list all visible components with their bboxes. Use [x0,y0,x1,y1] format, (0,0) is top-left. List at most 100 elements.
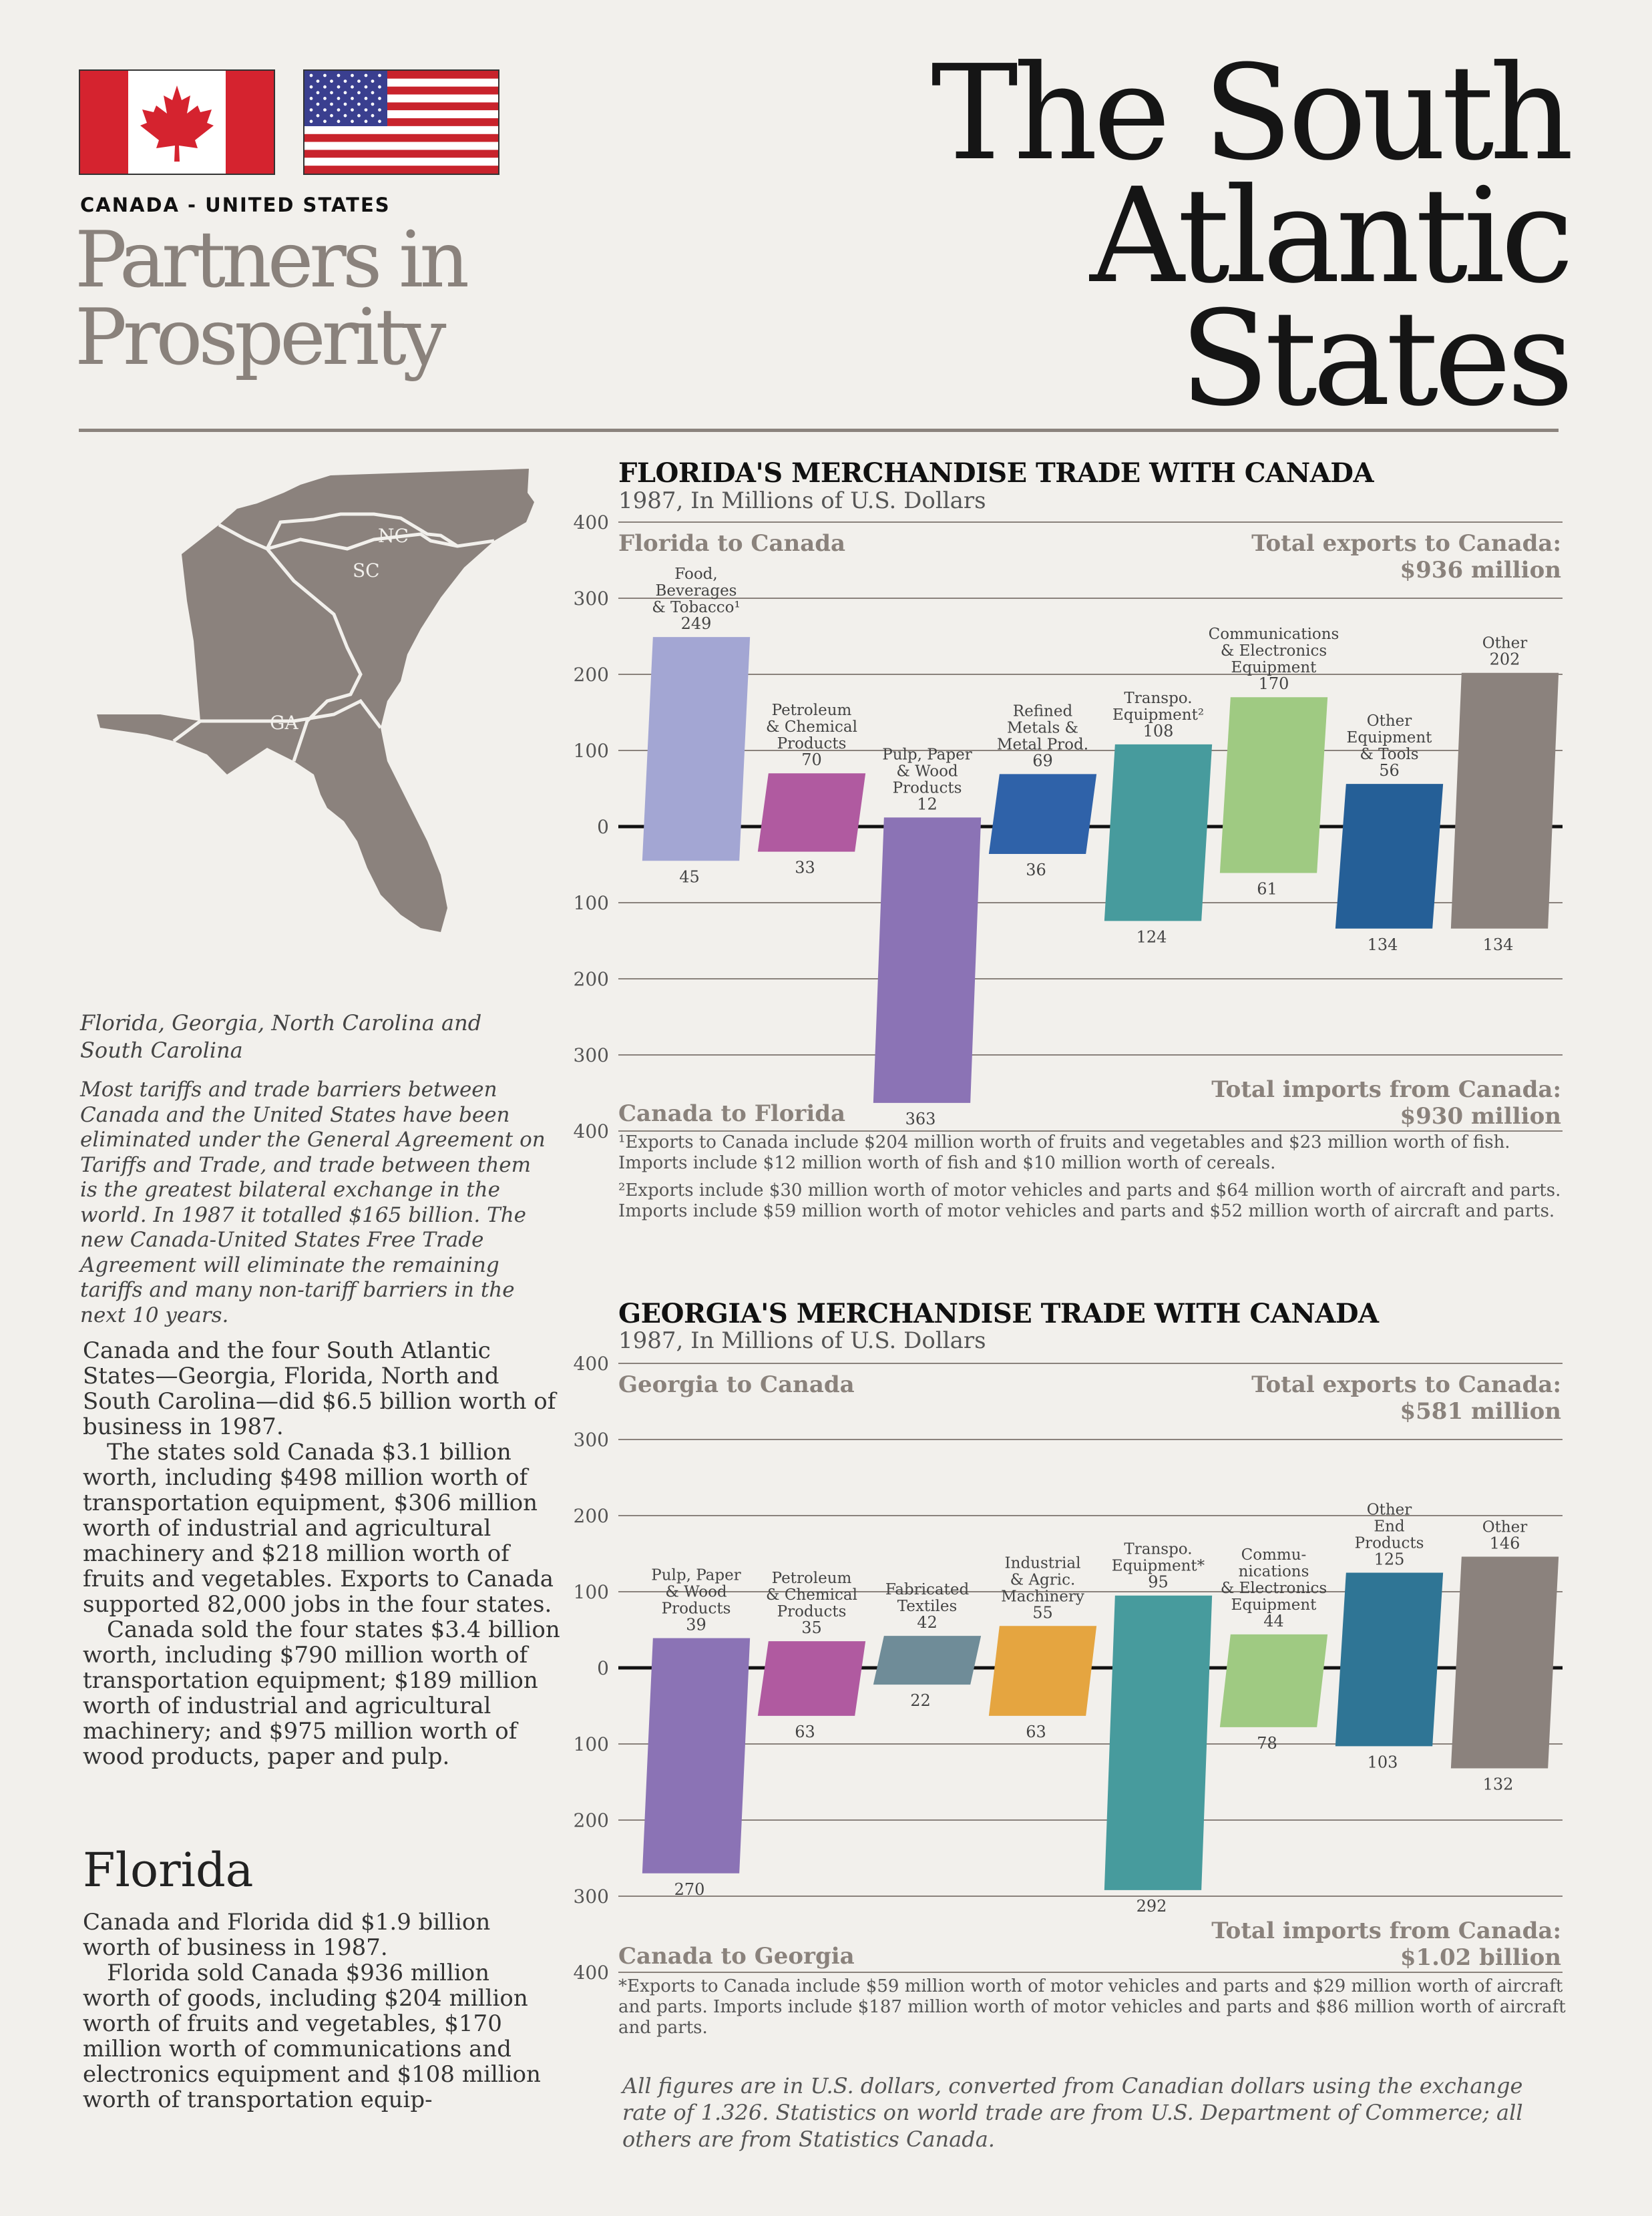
canada-flag-icon [79,69,275,175]
trade-bar [1104,744,1213,921]
export-value-label: 69 [1032,751,1053,770]
florida-text: Canada and Florida did $1.9 billion wort… [83,1910,564,2113]
united-states-flag-icon [303,69,499,175]
florida-chart-subtitle: 1987, In Millions of U.S. Dollars [618,487,986,514]
florida-heading: Florida [83,1843,254,1898]
georgia-chart-subtitle: 1987, In Millions of U.S. Dollars [618,1327,986,1354]
georgia-footnote: *Exports to Canada include $59 million w… [618,1976,1566,2038]
category-label: Other [1482,635,1528,652]
trade-bar [642,637,751,861]
body-paragraph: Canada sold the four states $3.4 billion… [83,1616,560,1770]
category-label: & Electronics [1221,1580,1327,1597]
y-tick-label: 300 [574,1429,609,1451]
georgia-exports-label: Georgia to Canada [618,1371,855,1398]
import-value-label: 292 [1137,1897,1167,1916]
export-value-label: 42 [917,1613,938,1632]
trade-bar [1335,784,1444,929]
import-value-label: 103 [1368,1753,1398,1771]
import-value-label: 134 [1483,935,1514,954]
total-exports-label: Total exports to Canada: [1251,1371,1561,1398]
y-tick-label: 400 [574,1962,609,1984]
y-tick-label: 100 [574,1581,609,1603]
category-label: Petroleum [772,702,852,719]
y-tick-label: 200 [574,968,609,990]
category-label: Pulp, Paper [882,746,972,763]
map-state-borders [172,512,495,762]
page-title-line-2: Atlantic States [1090,160,1574,435]
import-value-label: 363 [905,1110,936,1128]
import-value-label: 22 [910,1691,931,1710]
y-tick-label: 100 [574,892,609,914]
trade-bar [642,1638,751,1873]
export-value-label: 108 [1143,722,1174,740]
category-label: & Tobacco¹ [652,599,740,616]
georgia-total-imports: Total imports from Canada: $1.02 billion [1211,1918,1561,1971]
trade-bar [873,1636,982,1685]
florida-total-exports: Total exports to Canada: $936 million [1251,530,1561,584]
category-label: & Tools [1360,746,1418,763]
category-label: & Wood [665,1584,727,1601]
source-note: All figures are in U.S. dollars, convert… [622,2073,1523,2152]
total-imports-value: $1.02 billion [1400,1944,1561,1971]
category-label: & Agric. [1010,1571,1076,1588]
category-label: Transpo. [1124,1541,1192,1558]
category-label: Products [777,1603,847,1620]
import-value-label: 78 [1257,1734,1277,1753]
category-label: Petroleum [772,1570,852,1587]
category-label: Products [893,779,962,797]
florida-total-imports: Total imports from Canada: $930 million [1211,1076,1561,1130]
y-tick-label: 200 [574,664,609,686]
trade-bar [1219,1634,1328,1727]
georgia-imports-label: Canada to Georgia [618,1943,855,1970]
category-label: Equipment² [1112,706,1204,724]
trade-bar [757,1641,866,1716]
total-exports-label: Total exports to Canada: [1251,530,1561,557]
trade-bar [873,817,982,1103]
map-label-fl: FL [284,779,310,801]
trade-bar [1104,1595,1213,1890]
category-label: Other [1482,1519,1528,1536]
map-label-sc: SC [353,560,380,582]
category-label: Transpo. [1124,690,1192,707]
total-imports-label: Total imports from Canada: [1211,1076,1561,1103]
category-label: Fabricated [885,1581,970,1598]
category-label: Other [1367,1502,1412,1519]
import-value-label: 61 [1257,880,1277,899]
import-value-label: 45 [679,867,700,886]
export-value-label: 44 [1263,1612,1284,1630]
tagline: Partners in Prosperity [75,215,469,377]
florida-exports-label: Florida to Canada [618,530,846,557]
trade-bar [988,1626,1097,1716]
florida-footnote-1: ¹Exports to Canada include $204 million … [618,1132,1510,1173]
category-label: Textiles [897,1598,958,1615]
category-label: Products [1355,1535,1424,1552]
category-label: nications [1239,1563,1309,1580]
y-tick-label: 200 [574,1809,609,1831]
import-value-label: 132 [1483,1775,1514,1793]
body-paragraph: Florida sold Canada $936 million worth o… [83,1960,541,2113]
y-tick-label: 300 [574,1044,609,1066]
export-value-label: 170 [1259,674,1289,693]
florida-imports-label: Canada to Florida [618,1100,846,1127]
page-title: The South Atlantic States [708,48,1574,435]
import-value-label: 63 [1026,1723,1046,1741]
export-value-label: 55 [1032,1603,1053,1622]
import-value-label: 63 [795,1723,815,1741]
org-line: CANADA - UNITED STATES [80,194,391,216]
florida-footnote-2: ²Exports include $30 million worth of mo… [618,1180,1561,1221]
header-divider [79,429,1559,432]
category-label: End [1374,1518,1405,1536]
export-value-label: 202 [1490,650,1520,669]
category-label: & Chemical [766,1586,857,1604]
y-tick-label: 300 [574,588,609,610]
body-paragraph: The states sold Canada $3.1 billion wort… [83,1439,554,1618]
total-exports-value: $936 million [1400,557,1561,584]
body-paragraph: Canada and the four South Atlantic State… [83,1337,556,1440]
category-label: Products [777,735,847,752]
trade-bar [757,773,866,852]
tagline-line-1: Partners in [75,215,469,305]
category-label: Other [1367,712,1412,730]
florida-chart-title: FLORIDA'S MERCHANDISE TRADE WITH CANADA [618,457,1374,489]
map-label-ga: GA [270,712,298,734]
